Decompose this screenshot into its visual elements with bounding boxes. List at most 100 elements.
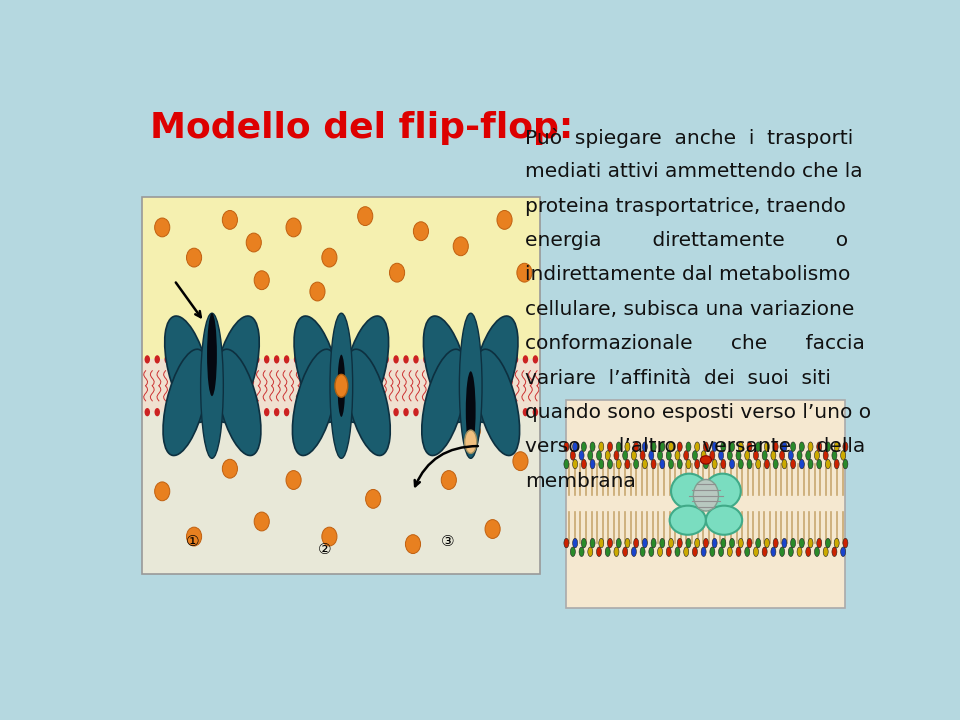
Ellipse shape (223, 210, 237, 230)
Ellipse shape (788, 547, 793, 557)
Ellipse shape (286, 218, 301, 237)
Ellipse shape (824, 547, 828, 557)
Ellipse shape (754, 547, 758, 557)
Ellipse shape (334, 355, 339, 364)
Ellipse shape (564, 459, 569, 469)
Ellipse shape (324, 355, 329, 364)
Ellipse shape (513, 408, 518, 416)
Ellipse shape (204, 408, 209, 416)
Ellipse shape (570, 547, 575, 557)
Ellipse shape (465, 430, 477, 454)
Ellipse shape (608, 442, 612, 451)
Ellipse shape (668, 539, 674, 548)
Ellipse shape (756, 442, 760, 451)
Ellipse shape (658, 451, 662, 460)
Ellipse shape (704, 539, 708, 548)
Ellipse shape (522, 408, 528, 416)
Ellipse shape (797, 547, 802, 557)
Ellipse shape (651, 442, 656, 451)
Ellipse shape (284, 355, 289, 364)
Ellipse shape (616, 442, 621, 451)
Ellipse shape (442, 471, 456, 490)
Ellipse shape (791, 459, 796, 469)
Ellipse shape (330, 313, 352, 459)
FancyBboxPatch shape (142, 359, 540, 412)
Ellipse shape (274, 355, 279, 364)
Ellipse shape (791, 442, 796, 451)
Ellipse shape (762, 547, 767, 557)
Ellipse shape (346, 349, 391, 456)
Ellipse shape (582, 539, 587, 548)
Ellipse shape (764, 459, 769, 469)
Text: Modello del flip-flop:: Modello del flip-flop: (150, 112, 573, 145)
Ellipse shape (632, 451, 636, 460)
Ellipse shape (274, 408, 279, 416)
Ellipse shape (244, 408, 250, 416)
Text: mediati attivi ammettendo che la: mediati attivi ammettendo che la (525, 162, 863, 181)
Ellipse shape (721, 539, 726, 548)
Ellipse shape (286, 471, 301, 490)
FancyBboxPatch shape (566, 400, 846, 608)
Ellipse shape (213, 316, 259, 423)
Ellipse shape (721, 459, 726, 469)
Ellipse shape (572, 459, 578, 469)
Ellipse shape (738, 442, 743, 451)
Ellipse shape (686, 442, 691, 451)
Ellipse shape (294, 408, 300, 416)
Ellipse shape (625, 539, 630, 548)
Ellipse shape (444, 408, 448, 416)
Ellipse shape (834, 539, 839, 548)
Ellipse shape (642, 459, 647, 469)
Ellipse shape (843, 539, 848, 548)
Ellipse shape (155, 218, 170, 237)
Ellipse shape (433, 408, 439, 416)
Ellipse shape (684, 451, 688, 460)
Ellipse shape (343, 316, 389, 423)
Ellipse shape (660, 459, 664, 469)
Ellipse shape (791, 539, 796, 548)
Ellipse shape (651, 459, 656, 469)
Ellipse shape (471, 316, 518, 423)
Ellipse shape (642, 539, 647, 548)
Ellipse shape (254, 355, 259, 364)
Ellipse shape (736, 451, 741, 460)
Ellipse shape (671, 474, 708, 508)
Ellipse shape (570, 451, 575, 460)
Ellipse shape (780, 451, 784, 460)
Ellipse shape (353, 408, 359, 416)
Text: energia        direttamente        o: energia direttamente o (525, 231, 849, 250)
Ellipse shape (704, 459, 708, 469)
Ellipse shape (194, 408, 200, 416)
Ellipse shape (145, 355, 150, 364)
Ellipse shape (214, 355, 220, 364)
Ellipse shape (709, 547, 715, 557)
Ellipse shape (808, 459, 813, 469)
Ellipse shape (632, 547, 636, 557)
Ellipse shape (719, 547, 724, 557)
Ellipse shape (756, 539, 760, 548)
Ellipse shape (684, 547, 688, 557)
Ellipse shape (186, 248, 202, 267)
Ellipse shape (756, 459, 760, 469)
Ellipse shape (695, 442, 700, 451)
Ellipse shape (403, 355, 409, 364)
Ellipse shape (841, 547, 846, 557)
Ellipse shape (483, 408, 489, 416)
Ellipse shape (324, 408, 329, 416)
Ellipse shape (668, 442, 674, 451)
Ellipse shape (155, 408, 160, 416)
FancyBboxPatch shape (142, 393, 540, 575)
Ellipse shape (421, 349, 467, 456)
Ellipse shape (314, 408, 319, 416)
Ellipse shape (596, 547, 602, 557)
Ellipse shape (651, 539, 656, 548)
Ellipse shape (668, 459, 674, 469)
Ellipse shape (175, 355, 180, 364)
Ellipse shape (608, 539, 612, 548)
Ellipse shape (719, 451, 724, 460)
Ellipse shape (695, 539, 700, 548)
Ellipse shape (444, 355, 448, 364)
Ellipse shape (225, 408, 229, 416)
Ellipse shape (721, 442, 726, 451)
Ellipse shape (413, 408, 419, 416)
